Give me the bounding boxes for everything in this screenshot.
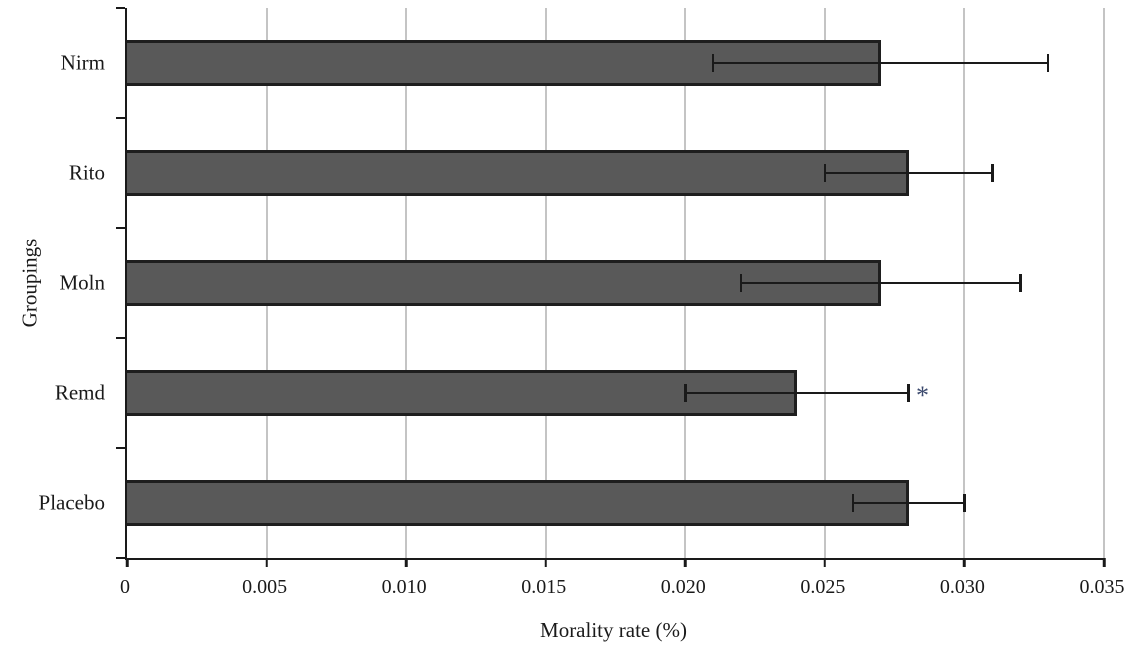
x-tick-label: 0.010 [381, 576, 427, 598]
plot-area: * [116, 6, 1106, 567]
category-axis: Nirm Rito Moln Remd Placebo [0, 8, 117, 558]
x-axis-tick-labels: 0 0.005 0.010 0.015 0.020 0.025 0.030 0.035 [120, 576, 1125, 602]
x-tick-label: 0.030 [939, 576, 985, 598]
error-bar-line [852, 501, 965, 505]
y-axis-tick [116, 336, 125, 340]
error-bar-cap-low [823, 164, 827, 182]
error-bar-cap-high [1019, 274, 1022, 292]
category-label-rito: Rito [68, 160, 105, 185]
category-label-placebo: Placebo [38, 490, 105, 515]
error-bar-line [824, 171, 993, 175]
y-axis-tick [116, 116, 125, 120]
error-bar-cap-high [991, 164, 994, 182]
y-axis-tick [116, 556, 125, 560]
x-axis-tick [823, 558, 827, 567]
x-axis-tick [1102, 558, 1106, 567]
x-axis-tick [125, 558, 129, 567]
x-tick-label: 0.015 [521, 576, 567, 598]
x-axis-tick [963, 558, 966, 567]
error-bar-cap-low [684, 384, 687, 402]
x-axis-tick [544, 558, 547, 567]
bar-rito [127, 150, 909, 196]
x-tick-label: 0.035 [1079, 576, 1125, 598]
gridline [1103, 8, 1105, 558]
x-axis-title: Morality rate (%) [540, 618, 687, 642]
y-axis-tick [116, 226, 125, 230]
y-axis-tick [116, 446, 125, 450]
error-bar-cap-high [1046, 54, 1050, 72]
x-axis-tick [265, 558, 268, 567]
error-bar-line [741, 281, 1021, 285]
error-bar-line [685, 391, 909, 395]
error-bar-cap-low [851, 494, 855, 512]
error-bar-cap-high [907, 384, 910, 402]
category-label-remd: Remd [54, 380, 105, 405]
y-axis-tick [116, 6, 125, 10]
x-tick-label: 0.005 [242, 576, 288, 598]
error-bar-cap-high [963, 494, 966, 512]
x-tick-label: 0.020 [660, 576, 706, 598]
x-axis-tick [404, 558, 408, 567]
error-bar-cap-low [739, 274, 743, 292]
x-tick-label: 0 [120, 576, 130, 598]
bar-placebo [127, 480, 909, 526]
x-axis-tick [684, 558, 687, 567]
significance-asterisk: * [916, 381, 930, 411]
category-label-moln: Moln [59, 270, 105, 295]
error-bar-cap-low [711, 54, 715, 72]
error-bar-line [713, 61, 1049, 65]
x-tick-label: 0.025 [800, 576, 846, 598]
category-label-nirm: Nirm [60, 50, 105, 75]
